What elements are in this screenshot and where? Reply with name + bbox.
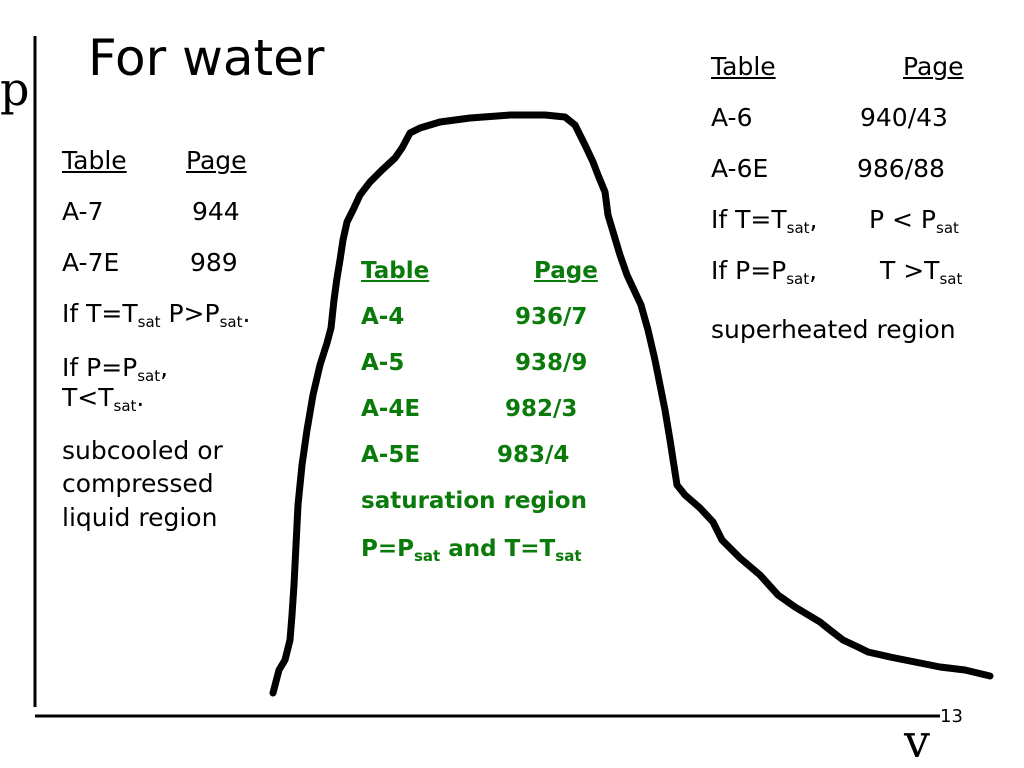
center-table-row: A-4 [361, 304, 405, 330]
right-condition-t: If T=Tsat, [711, 205, 818, 237]
right-table-header: Table [711, 52, 776, 81]
left-region-label-line: liquid region [62, 503, 218, 532]
center-table-row: A-4E [361, 396, 421, 422]
right-condition-p: If P=Psat, [711, 256, 818, 288]
center-page-row: 983/4 [497, 442, 570, 468]
right-condition-t-result: P < Psat [869, 205, 959, 237]
left-condition-t: If T=Tsat P>Psat. [62, 299, 251, 331]
center-page-row: 938/9 [515, 350, 588, 376]
left-condition-p: If P=Psat, [62, 353, 169, 385]
center-table-row: A-5E [361, 442, 421, 468]
left-table-row: A-7 [62, 197, 104, 226]
right-page-header: Page [903, 52, 964, 81]
right-table-row: A-6 [711, 103, 753, 132]
left-page-header: Page [186, 146, 247, 175]
right-condition-p-result: T >Tsat [880, 256, 963, 288]
left-condition-p-cont: T<Tsat. [62, 383, 145, 415]
left-table-row: A-7E [62, 248, 120, 277]
saturation-region-label: saturation region [361, 488, 587, 514]
saturation-condition: P=Psat and T=Tsat [361, 536, 582, 565]
right-page-row: 986/88 [857, 154, 945, 183]
left-region-label-line: subcooled or [62, 436, 223, 465]
left-region-label-line: compressed [62, 469, 214, 498]
slide-number: 13 [940, 706, 963, 727]
center-table-header: Table [361, 258, 430, 284]
saturation-dome-curve [269, 111, 994, 697]
center-page-header: Page [534, 258, 598, 284]
center-page-row: 936/7 [515, 304, 588, 330]
center-page-row: 982/3 [505, 396, 578, 422]
left-table-header: Table [62, 146, 127, 175]
center-table-row: A-5 [361, 350, 405, 376]
right-table-row: A-6E [711, 154, 769, 183]
superheated-region-label: superheated region [711, 315, 956, 344]
left-page-row: 944 [192, 197, 240, 226]
right-page-row: 940/43 [860, 103, 948, 132]
pressure-axis-label: p [0, 62, 30, 116]
volume-axis-label: v [904, 714, 930, 768]
left-page-row: 989 [190, 248, 238, 277]
slide-title: For water [88, 29, 325, 87]
